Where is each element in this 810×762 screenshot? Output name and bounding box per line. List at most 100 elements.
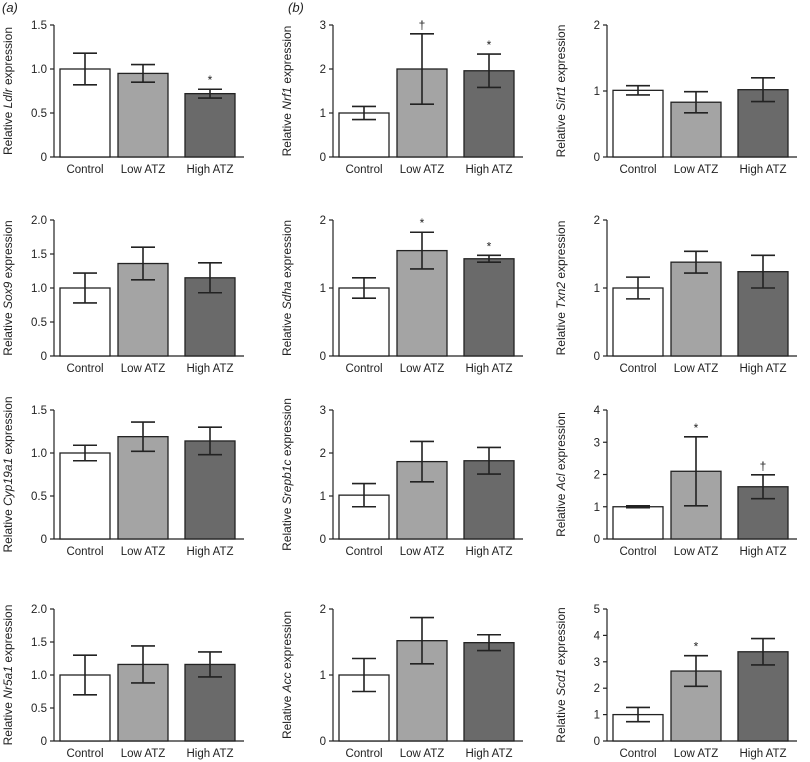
significance-marker: * [694, 421, 699, 435]
bar-control [612, 506, 664, 540]
significance-marker: † [419, 18, 426, 32]
y-tick-label: 2 [320, 604, 326, 616]
x-tick-label: High ATZ [739, 546, 786, 558]
bar-high-atz [737, 651, 789, 742]
chart-cyp19a1: 0 0.5 1.0 1.5 Relative Cyp19a1 expression Con… [1, 396, 244, 558]
y-tick-label: 3 [594, 657, 600, 669]
x-tick-label: Control [345, 164, 382, 176]
y-axis-label: Relative Acc expression [280, 611, 294, 739]
x-tick-label: Control [345, 748, 382, 760]
bar-low-atz [117, 262, 169, 357]
y-tick-label: 2 [320, 215, 326, 227]
y-tick-label: 0.5 [31, 317, 47, 329]
y-tick-label: 1 [594, 283, 600, 295]
y-tick-label: 1.5 [31, 405, 47, 417]
y-axis-label: Relative Sox9 expression [1, 220, 15, 355]
y-tick-label: 5 [594, 604, 600, 616]
y-tick-label: 1 [320, 491, 326, 503]
y-tick-label: 1 [320, 283, 326, 295]
y-axis-label: Relative Sirt1 expression [554, 25, 568, 158]
y-tick-label: 2.0 [31, 215, 47, 227]
bar-low-atz [117, 72, 169, 158]
bar-high-atz [184, 440, 236, 540]
chart-sirt1: 0 1 2 Relative Sirt1 expression Control Low A… [554, 20, 797, 176]
y-tick-label: 0.5 [31, 108, 47, 120]
x-tick-label: Low ATZ [674, 546, 719, 558]
charts-grid: 0 0.5 1.0 1.5 Relative Ldlr expression Contro… [1, 18, 797, 760]
y-tick-label: 2 [320, 448, 326, 460]
x-tick-label: Low ATZ [121, 748, 166, 760]
x-tick-label: High ATZ [186, 164, 233, 176]
y-tick-label: 0 [41, 351, 47, 363]
x-tick-label: High ATZ [186, 546, 233, 558]
significance-marker: * [487, 38, 492, 52]
chart-ldlr: 0 0.5 1.0 1.5 Relative Ldlr expression Contro… [1, 20, 244, 176]
x-tick-label: Control [619, 164, 656, 176]
significance-marker: * [208, 73, 213, 87]
y-tick-label: 0 [594, 152, 600, 164]
y-tick-label: 0 [320, 736, 326, 748]
y-tick-label: 0 [41, 152, 47, 164]
y-axis-label: Relative Txn2 expression [554, 221, 568, 356]
chart-nrf1: 0 1 2 3 Relative Nrf1 expression Control † Low … [280, 18, 523, 176]
y-tick-label: 2.0 [31, 604, 47, 616]
x-tick-label: Control [345, 546, 382, 558]
significance-marker: * [487, 239, 492, 253]
significance-marker: * [420, 216, 425, 230]
x-tick-label: Low ATZ [121, 363, 166, 375]
x-tick-label: Control [66, 164, 103, 176]
x-tick-label: Control [619, 748, 656, 760]
y-tick-label: 0.5 [31, 703, 47, 715]
y-tick-label: 1.0 [31, 670, 47, 682]
y-tick-label: 1 [320, 108, 326, 120]
y-tick-label: 1.0 [31, 283, 47, 295]
x-tick-label: High ATZ [465, 748, 512, 760]
y-tick-label: 0 [320, 351, 326, 363]
x-tick-label: Low ATZ [121, 546, 166, 558]
y-tick-label: 1.5 [31, 637, 47, 649]
y-tick-label: 1.0 [31, 64, 47, 76]
y-tick-label: 0.5 [31, 491, 47, 503]
y-tick-label: 1.0 [31, 448, 47, 460]
x-tick-label: Control [66, 546, 103, 558]
x-tick-label: Control [619, 546, 656, 558]
y-tick-label: 4 [594, 405, 601, 417]
y-tick-label: 0 [320, 534, 326, 546]
x-tick-label: Low ATZ [400, 748, 445, 760]
y-tick-label: 2 [594, 470, 600, 482]
y-axis-label: Relative Nr5a1 expression [1, 605, 15, 746]
y-tick-label: 0 [594, 534, 600, 546]
bar-high-atz [463, 258, 515, 357]
x-tick-label: High ATZ [186, 748, 233, 760]
bar-high-atz [184, 92, 236, 158]
y-axis-label: Relative Ldlr expression [1, 27, 15, 155]
y-tick-label: 2 [594, 683, 600, 695]
panel-b-label: (b) [288, 0, 304, 15]
y-tick-label: 2 [594, 20, 600, 32]
chart-acc: 0 1 2 Relative Acc expression Control Low ATZ… [280, 604, 523, 760]
y-tick-label: 0 [320, 152, 326, 164]
chart-nr5a1: 0 0.5 1.0 1.5 2.0 Relative Nr5a1 expression Co… [1, 604, 244, 760]
x-tick-label: High ATZ [186, 363, 233, 375]
y-tick-label: 2 [320, 64, 326, 76]
chart-sox9: 0 0.5 1.0 1.5 2.0 Relative Sox9 expression Con… [1, 215, 244, 375]
x-tick-label: Low ATZ [674, 748, 719, 760]
x-tick-label: Control [619, 363, 656, 375]
bar-low-atz [670, 470, 722, 540]
bar-low-atz [670, 261, 722, 357]
x-tick-label: High ATZ [465, 164, 512, 176]
x-tick-label: Control [345, 363, 382, 375]
bar-control [612, 89, 664, 158]
y-tick-label: 0 [594, 351, 600, 363]
y-tick-label: 1 [594, 710, 600, 722]
y-tick-label: 1 [320, 670, 326, 682]
x-tick-label: Low ATZ [121, 164, 166, 176]
y-tick-label: 4 [594, 630, 601, 642]
x-tick-label: High ATZ [739, 748, 786, 760]
chart-scd1: 0 1 2 3 4 5 Relative Scd1 expression Control * Lo… [554, 604, 797, 760]
y-tick-label: 0 [594, 736, 600, 748]
y-tick-label: 1.5 [31, 249, 47, 261]
y-tick-label: 1 [594, 502, 600, 514]
y-tick-label: 3 [320, 20, 326, 32]
